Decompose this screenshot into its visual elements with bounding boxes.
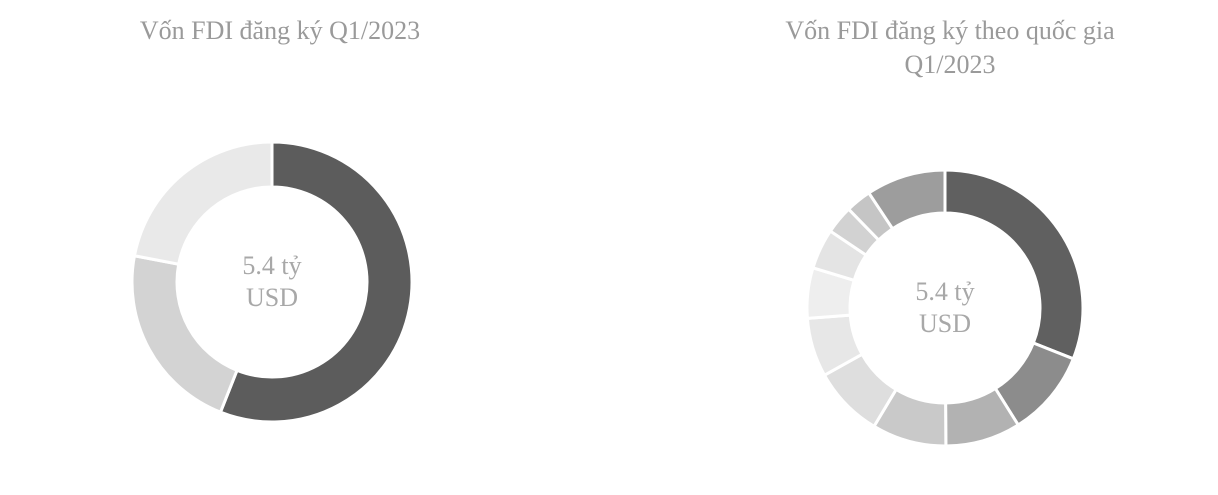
donut-slice xyxy=(132,140,274,266)
center-line: USD xyxy=(245,283,298,312)
donut-slice xyxy=(866,168,947,231)
center-line: 5.4 tỷ xyxy=(915,277,975,306)
center-text: 5.4 tỷ USD xyxy=(870,276,1020,340)
chart-title: Vốn FDI đăng ký Q1/2023 xyxy=(139,16,421,45)
chart-title: Vốn FDI đăng ký theo quốc gia Q1/2023 xyxy=(785,16,1115,79)
center-text: 5.4 tỷ USD xyxy=(197,250,347,314)
donut-slice xyxy=(218,140,414,424)
donut-slice xyxy=(943,168,1085,361)
center-line: USD xyxy=(918,309,971,338)
center-line: 5.4 tỷ xyxy=(242,251,302,280)
